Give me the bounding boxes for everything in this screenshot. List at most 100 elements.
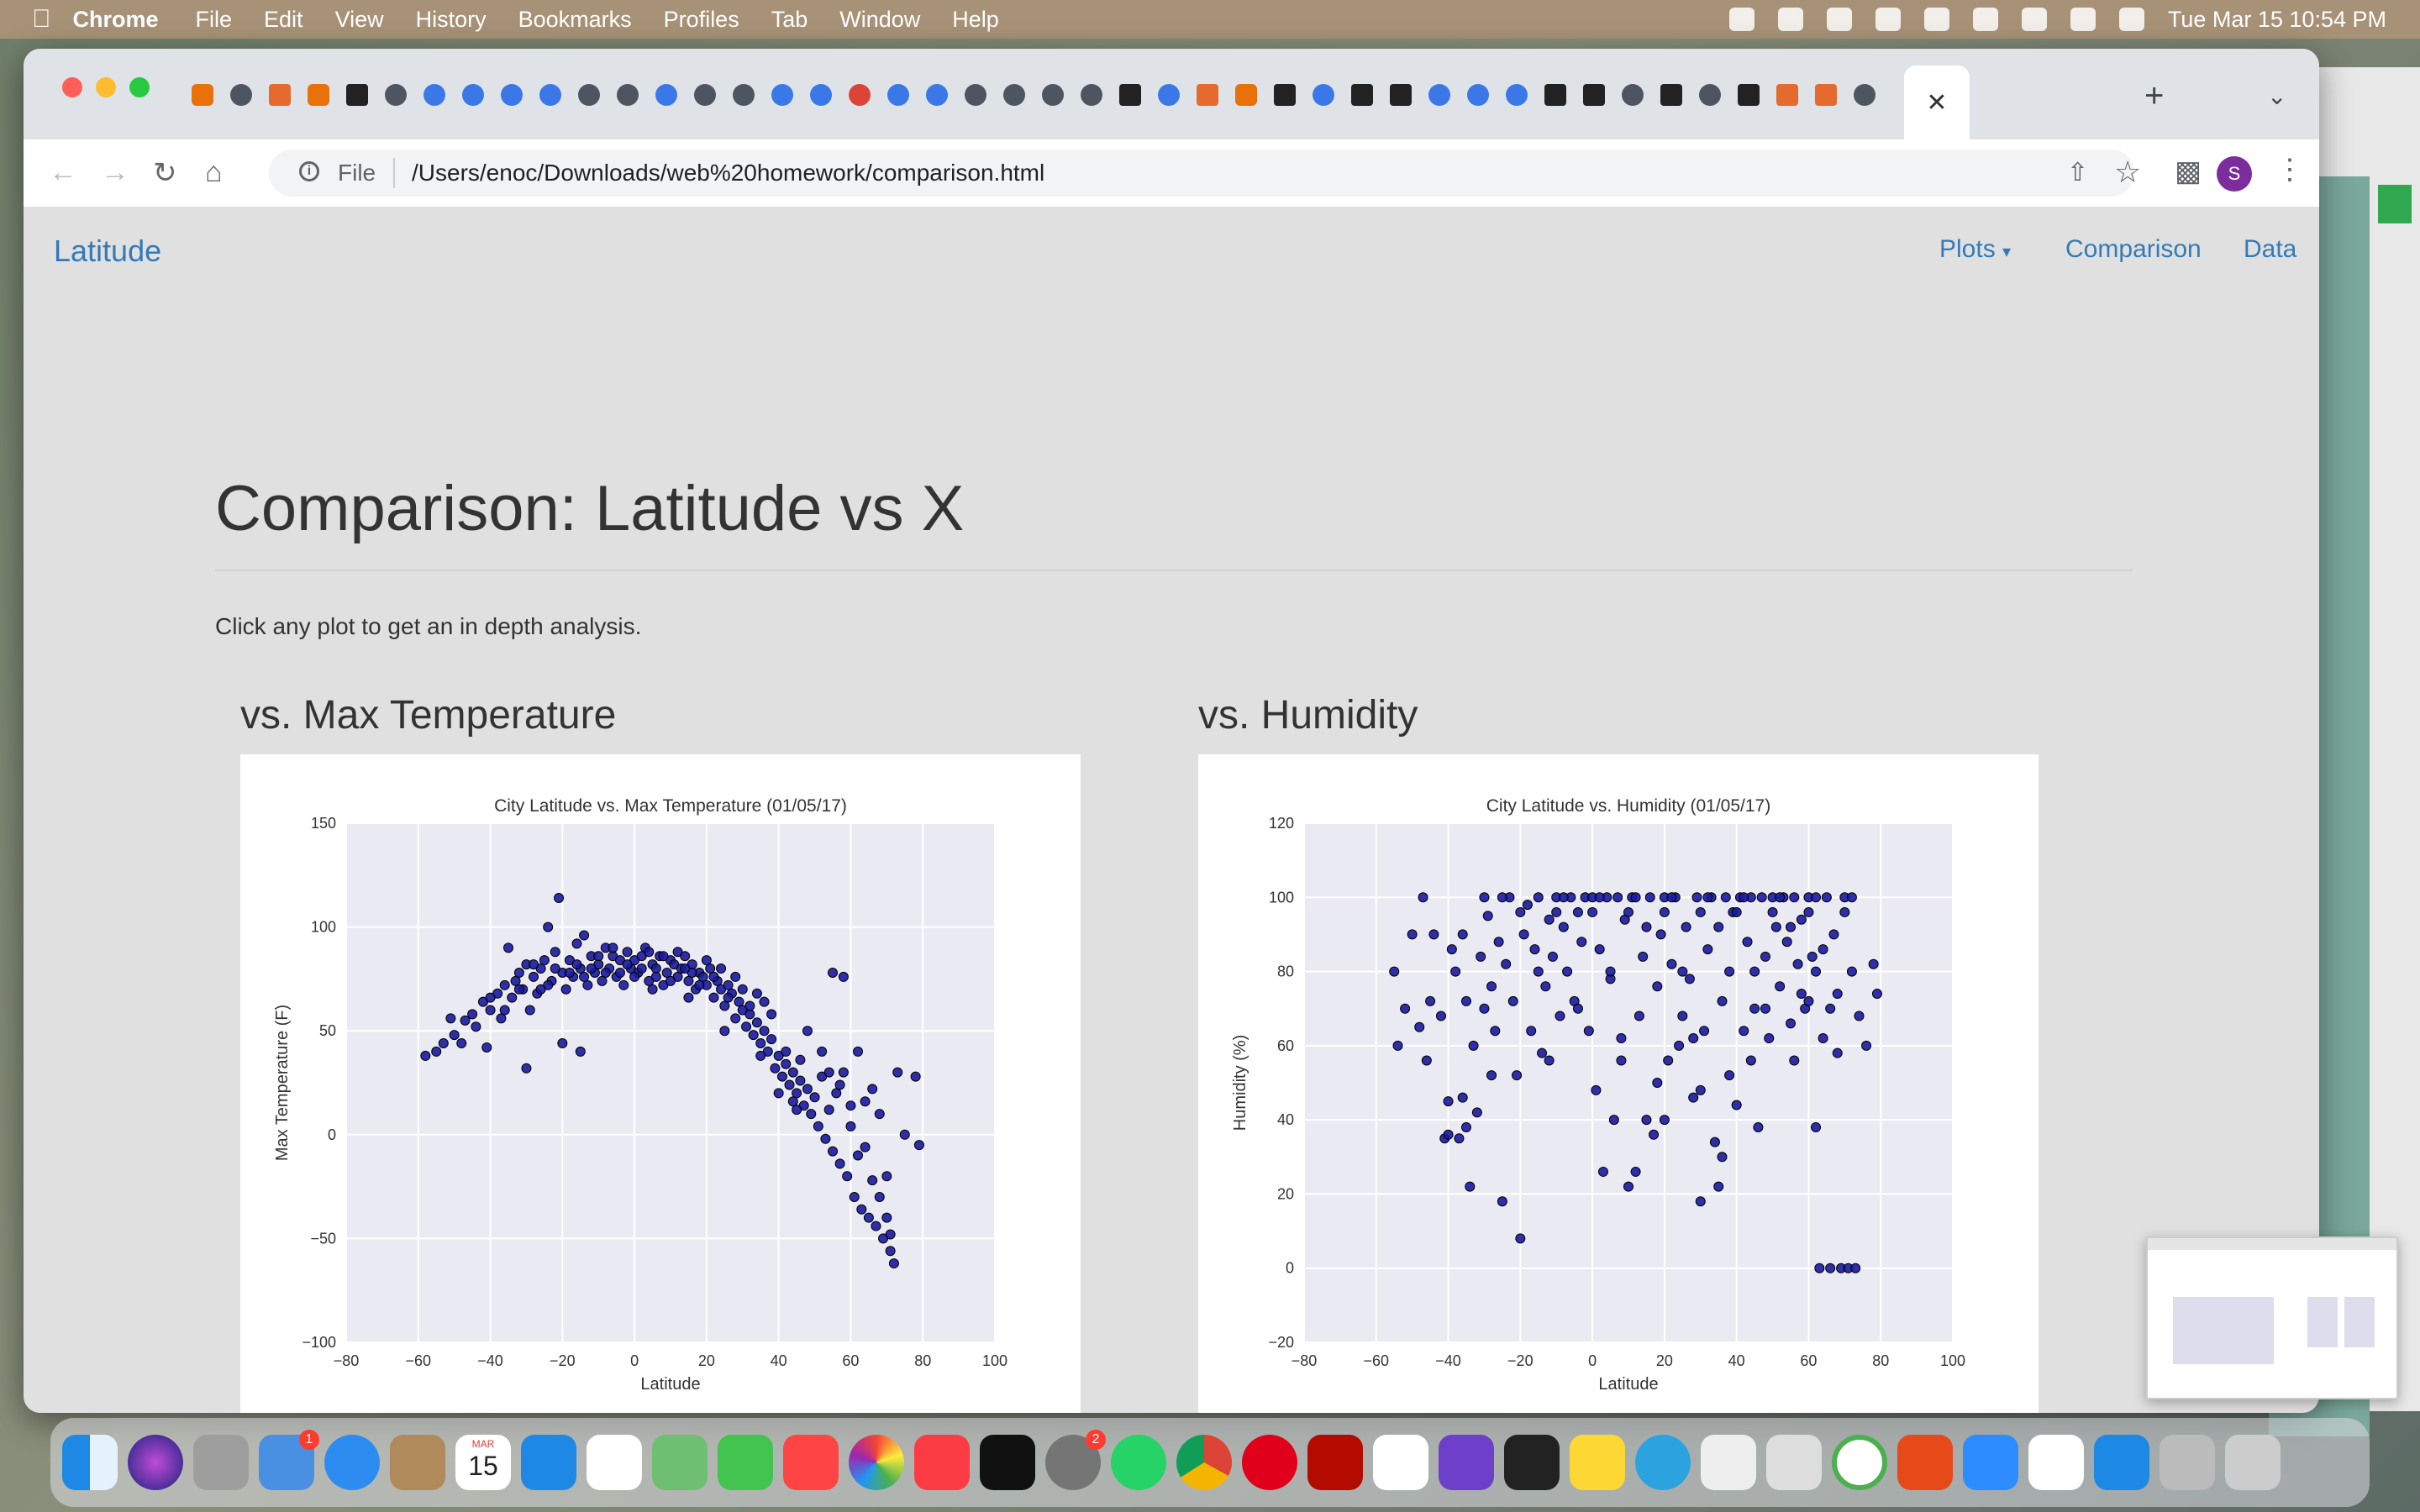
- tab[interactable]: [1536, 76, 1575, 114]
- siri-icon[interactable]: [128, 1435, 183, 1490]
- messages-icon[interactable]: [718, 1435, 773, 1490]
- maps-icon[interactable]: [652, 1435, 708, 1490]
- site-brand-link[interactable]: Latitude: [54, 234, 162, 268]
- slack-icon[interactable]: [1373, 1435, 1428, 1490]
- app-store-icon[interactable]: [521, 1435, 576, 1490]
- window-zoom-button[interactable]: [129, 77, 150, 97]
- trash-icon[interactable]: [2225, 1435, 2281, 1490]
- home-icon[interactable]: ⌂: [205, 156, 223, 188]
- downloads-stack-icon[interactable]: [2160, 1435, 2215, 1490]
- notes-icon[interactable]: [1570, 1435, 1625, 1490]
- tab[interactable]: [531, 76, 570, 114]
- control-center-icon[interactable]: [2070, 8, 2096, 31]
- user-icon[interactable]: [1972, 8, 1998, 31]
- temperature-scatter-chart[interactable]: −80 −60 −40 −20 0 20 40 60 80 100 −100 −50 0 50 100 150…: [240, 754, 1081, 1413]
- mongodb-compass-icon[interactable]: [2028, 1435, 2084, 1490]
- txt-file-icon[interactable]: [1766, 1435, 1822, 1490]
- menu-profiles[interactable]: Profiles: [644, 6, 739, 32]
- tab[interactable]: [1420, 76, 1459, 114]
- tab[interactable]: [1459, 76, 1497, 114]
- share-icon[interactable]: ⇧: [2067, 159, 2089, 186]
- acrobat-icon[interactable]: [1307, 1435, 1363, 1490]
- more-menu-icon[interactable]: ⋮: [2275, 154, 2304, 186]
- screen-record-icon[interactable]: [1728, 8, 1754, 31]
- tab[interactable]: [183, 76, 222, 114]
- creative-cloud-icon[interactable]: [1777, 8, 1803, 31]
- tab[interactable]: [1575, 76, 1613, 114]
- tab[interactable]: [222, 76, 260, 114]
- chrome-icon[interactable]: [1176, 1435, 1232, 1490]
- tab[interactable]: [802, 76, 840, 114]
- opera-icon[interactable]: [1242, 1435, 1297, 1490]
- plot-card-temperature[interactable]: −80 −60 −40 −20 0 20 40 60 80 100 −100 −50 0 50 100 150…: [240, 754, 1081, 1413]
- whatsapp-icon[interactable]: [1111, 1435, 1166, 1490]
- launchpad-icon[interactable]: [193, 1435, 249, 1490]
- url-text[interactable]: /Users/enoc/Downloads/web%20homework/com…: [412, 160, 1045, 186]
- tab[interactable]: [492, 76, 531, 114]
- menu-edit[interactable]: Edit: [245, 6, 303, 32]
- telegram-icon[interactable]: [1635, 1435, 1691, 1490]
- close-icon[interactable]: ✕: [1926, 88, 1948, 117]
- tab[interactable]: [338, 76, 376, 114]
- github-desktop-icon[interactable]: [1439, 1435, 1494, 1490]
- tab[interactable]: [1845, 76, 1884, 114]
- tab[interactable]: [1729, 76, 1768, 114]
- menu-tab[interactable]: Tab: [752, 6, 808, 32]
- tab[interactable]: [1381, 76, 1420, 114]
- menubar-clock[interactable]: Tue Mar 15 10:54 PM: [2167, 6, 2386, 32]
- photos-icon[interactable]: [849, 1435, 904, 1490]
- tab[interactable]: [299, 76, 338, 114]
- wifi-icon[interactable]: [1923, 8, 1949, 31]
- tab[interactable]: [1768, 76, 1807, 114]
- finder-icon[interactable]: [62, 1435, 118, 1490]
- tab[interactable]: [1034, 76, 1072, 114]
- nav-plots-dropdown[interactable]: Plots ▾: [1939, 235, 2011, 264]
- extensions-puzzle-icon[interactable]: ▩: [2175, 155, 2202, 187]
- tab[interactable]: [1188, 76, 1227, 114]
- menu-help[interactable]: Help: [933, 6, 999, 32]
- apple-tv-icon[interactable]: [980, 1435, 1035, 1490]
- remote-desktop-icon[interactable]: [1897, 1435, 1953, 1490]
- tab[interactable]: [918, 76, 956, 114]
- tab[interactable]: [1652, 76, 1691, 114]
- info-icon[interactable]: i: [299, 161, 319, 181]
- tab[interactable]: [1497, 76, 1536, 114]
- tab[interactable]: [1343, 76, 1381, 114]
- tab[interactable]: [1613, 76, 1652, 114]
- zoom-icon[interactable]: [1963, 1435, 2018, 1490]
- active-tab[interactable]: ✕: [1904, 66, 1970, 139]
- news-icon[interactable]: [783, 1435, 839, 1490]
- calendar-icon[interactable]: MAR 15: [455, 1435, 511, 1490]
- vscode-icon[interactable]: [2094, 1435, 2149, 1490]
- menu-window[interactable]: Window: [820, 6, 920, 32]
- reminders-icon[interactable]: [587, 1435, 642, 1490]
- terminal-icon[interactable]: [1504, 1435, 1560, 1490]
- sync-app-icon[interactable]: [1832, 1435, 1887, 1490]
- tab[interactable]: [260, 76, 299, 114]
- tab[interactable]: [1304, 76, 1343, 114]
- back-arrow-icon[interactable]: ←: [49, 156, 77, 188]
- tab[interactable]: [376, 76, 415, 114]
- tab[interactable]: [647, 76, 686, 114]
- textedit-icon[interactable]: [1701, 1435, 1756, 1490]
- apple-icon[interactable]: : [32, 5, 51, 34]
- plot-card-humidity[interactable]: −80 −60 −40 −20 0 20 40 60 80 100 −20 0 20 40 60 80 100 1…: [1198, 754, 2039, 1413]
- tab[interactable]: [1150, 76, 1188, 114]
- menu-app-name[interactable]: Chrome: [54, 6, 159, 32]
- tab[interactable]: [840, 76, 879, 114]
- tab[interactable]: [415, 76, 454, 114]
- address-bar[interactable]: i File /Users/enoc/Downloads/web%20homew…: [269, 150, 2141, 197]
- tab[interactable]: [724, 76, 763, 114]
- tab[interactable]: [1111, 76, 1150, 114]
- new-tab-button[interactable]: +: [2144, 77, 2165, 114]
- menu-file[interactable]: File: [176, 6, 233, 32]
- tab[interactable]: [686, 76, 724, 114]
- tab-search-chevron-icon[interactable]: ⌄: [2267, 83, 2287, 109]
- music-icon[interactable]: [914, 1435, 970, 1490]
- tab[interactable]: [879, 76, 918, 114]
- tab[interactable]: [1265, 76, 1304, 114]
- window-close-button[interactable]: [62, 77, 82, 97]
- siri-icon[interactable]: [2118, 8, 2144, 31]
- tab[interactable]: [956, 76, 995, 114]
- window-minimize-button[interactable]: [96, 77, 116, 97]
